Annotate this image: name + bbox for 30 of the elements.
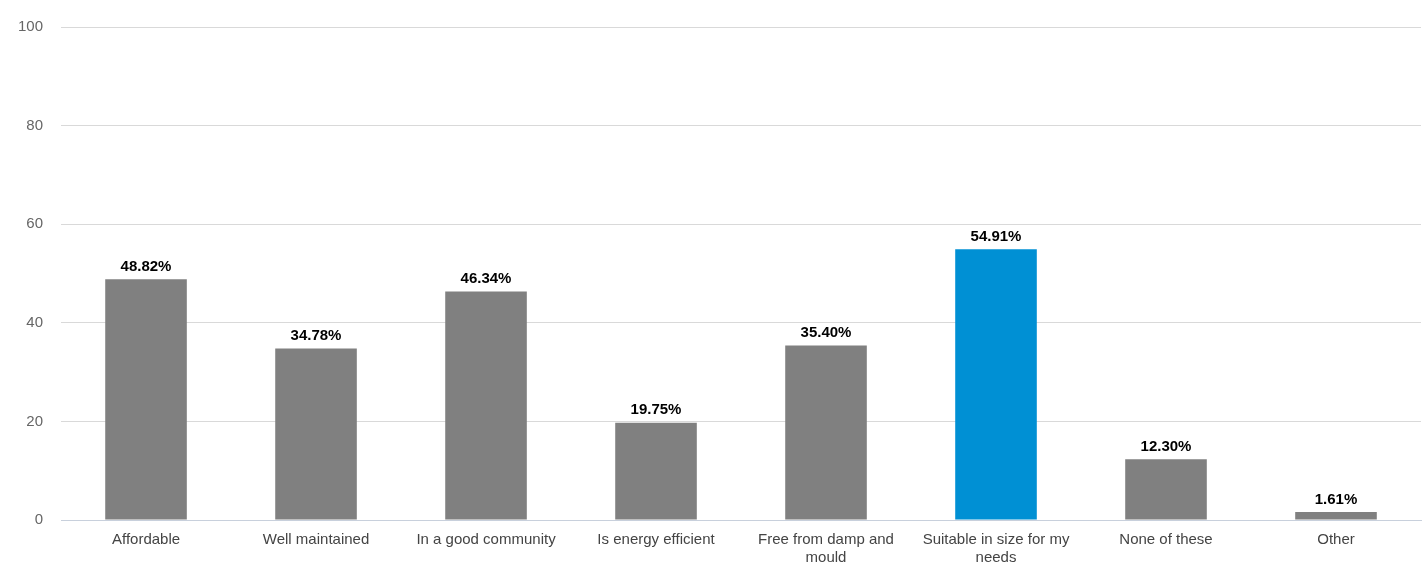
bar [1295,512,1377,520]
bar [105,279,187,520]
data-label: 48.82% [120,256,172,274]
y-tick-label: 20 [26,411,44,429]
bar [275,348,357,520]
y-tick-label: 100 [18,17,44,35]
data-label: 46.34% [460,269,512,287]
x-tick-label: Well maintained [262,530,370,548]
x-tick-label: Suitable in size for my needs [922,530,1070,566]
x-tick-label: Free from damp and mould [758,530,894,566]
y-tick-label: 60 [26,214,44,232]
x-tick-label: Is energy efficient [597,530,716,548]
x-tick-label: Other [1317,530,1355,548]
bar [785,345,867,520]
data-label: 19.75% [630,400,682,418]
y-tick-label: 40 [26,312,44,330]
bar [615,422,697,520]
bar [445,291,527,520]
data-label: 35.40% [800,323,852,341]
bar [955,249,1037,520]
data-label: 54.91% [970,226,1022,244]
y-tick-label: 0 [34,510,44,528]
x-tick-label: None of these [1119,530,1213,548]
data-label: 1.61% [1314,489,1358,507]
x-tick-label: In a good community [416,530,557,548]
bar [1125,459,1207,520]
y-tick-label: 80 [26,115,44,133]
data-label: 34.78% [290,326,342,344]
x-tick-label: Affordable [111,530,181,548]
data-label: 12.30% [1140,437,1192,454]
